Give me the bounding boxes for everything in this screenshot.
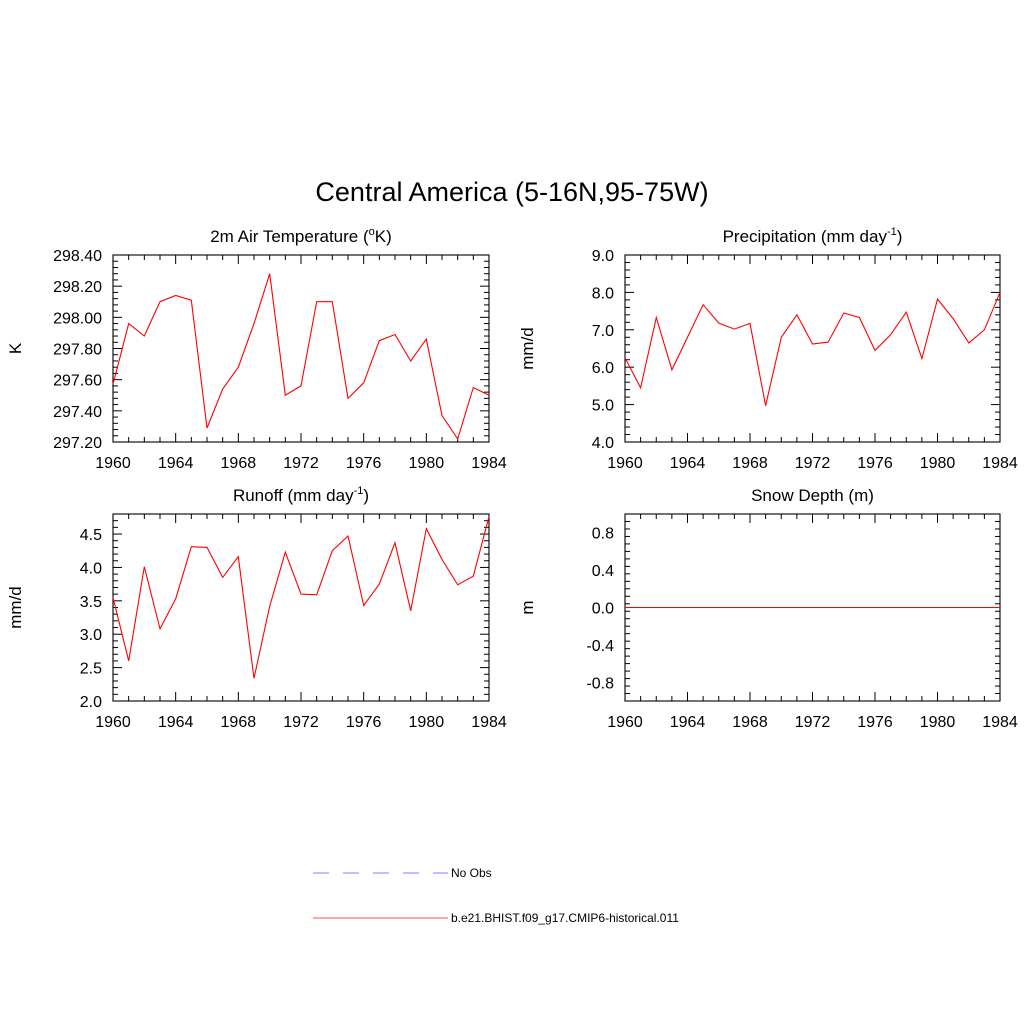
series-line xyxy=(624,292,1001,406)
y-tick-label: 0.4 xyxy=(592,563,614,580)
y-tick-label: 3.5 xyxy=(80,594,102,611)
y-tick-label: 297.40 xyxy=(53,404,102,421)
x-tick-label: 1964 xyxy=(158,455,194,472)
y-tick-label: -0.8 xyxy=(586,675,614,692)
y-tick-label: 298.40 xyxy=(53,248,102,265)
x-tick-label: 1968 xyxy=(221,455,257,472)
x-tick-label: 1980 xyxy=(409,714,445,731)
y-tick-label: 297.20 xyxy=(53,435,102,452)
x-tick-label: 1980 xyxy=(409,455,445,472)
series-line xyxy=(112,273,490,441)
y-tick-label: 0.8 xyxy=(592,526,614,543)
x-tick-label: 1984 xyxy=(471,714,507,731)
y-tick-label: 297.80 xyxy=(53,342,102,359)
x-tick-label: 1972 xyxy=(283,455,319,472)
x-tick-label: 1964 xyxy=(158,714,194,731)
series-line xyxy=(112,516,490,679)
figure-title: Central America (5-16N,95-75W) xyxy=(315,177,708,207)
y-tick-label: 298.00 xyxy=(53,310,102,327)
x-tick-label: 1980 xyxy=(920,455,956,472)
panel-precip: 1960 1964 1968 1972 1976 1980 1984 4.0 5.0 6.0 7.0… xyxy=(518,226,1018,472)
x-tick-label: 1976 xyxy=(857,455,893,472)
x-tick-label: 1960 xyxy=(607,455,643,472)
x-tick-label: 1964 xyxy=(670,455,706,472)
y-axis-label: m xyxy=(518,600,537,614)
y-tick-label: 298.20 xyxy=(53,279,102,296)
x-tick-label: 1972 xyxy=(795,714,831,731)
x-tick-label: 1976 xyxy=(346,455,382,472)
panel-snow: 1960 1964 1968 1972 1976 1980 1984 -0.8 -0.4 0.0 0… xyxy=(518,486,1018,731)
y-tick-label: 9.0 xyxy=(592,248,614,265)
x-tick-label: 1972 xyxy=(795,455,831,472)
panel-runoff: 1960 1964 1968 1972 1976 1980 1984 2.0 2.5 3.0 3.5… xyxy=(6,485,507,731)
legend-label-model: b.e21.BHIST.f09_g17.CMIP6-historical.011 xyxy=(451,911,679,925)
legend-label-no-obs: No Obs xyxy=(451,866,492,880)
y-tick-label: 3.0 xyxy=(80,627,102,644)
y-tick-label: 7.0 xyxy=(592,323,614,340)
x-tick-label: 1968 xyxy=(732,455,768,472)
x-tick-label: 1960 xyxy=(607,714,643,731)
x-tick-label: 1984 xyxy=(982,714,1018,731)
panel-title: Precipitation (mm day-1) xyxy=(723,226,903,246)
y-tick-label: 8.0 xyxy=(592,285,614,302)
y-tick-label: 4.0 xyxy=(80,560,102,577)
y-tick-label: 6.0 xyxy=(592,360,614,377)
y-tick-label: 5.0 xyxy=(592,398,614,415)
plot-frame xyxy=(112,254,490,443)
y-tick-label: 4.5 xyxy=(80,527,102,544)
y-tick-label: 297.60 xyxy=(53,373,102,390)
y-axis-label: mm/d xyxy=(6,586,25,629)
y-tick-label: 2.0 xyxy=(80,694,102,711)
x-tick-label: 1964 xyxy=(670,714,706,731)
x-tick-label: 1968 xyxy=(732,714,768,731)
x-tick-label: 1972 xyxy=(283,714,319,731)
panel-title: Runoff (mm day-1) xyxy=(233,485,369,505)
y-tick-label: 0.0 xyxy=(592,601,614,618)
x-tick-label: 1960 xyxy=(95,714,131,731)
x-tick-label: 1980 xyxy=(920,714,956,731)
x-tick-label: 1968 xyxy=(221,714,257,731)
legend: No Obs b.e21.BHIST.f09_g17.CMIP6-histori… xyxy=(313,866,679,925)
plot-frame xyxy=(624,254,1001,443)
x-tick-label: 1976 xyxy=(346,714,382,731)
y-tick-label: -0.4 xyxy=(586,638,614,655)
y-tick-label: 2.5 xyxy=(80,661,102,678)
x-tick-label: 1984 xyxy=(471,455,507,472)
panel-title: 2m Air Temperature (oK) xyxy=(210,226,392,246)
y-axis-label: mm/d xyxy=(518,327,537,370)
x-tick-label: 1976 xyxy=(857,714,893,731)
panel-title: Snow Depth (m) xyxy=(751,486,874,505)
x-tick-label: 1984 xyxy=(982,455,1018,472)
y-tick-label: 4.0 xyxy=(592,435,614,452)
panel-temp: 1960 1964 1968 1972 1976 1980 1984 297.20 297.40… xyxy=(6,226,507,472)
y-axis-label: K xyxy=(6,342,25,354)
x-tick-label: 1960 xyxy=(95,455,131,472)
